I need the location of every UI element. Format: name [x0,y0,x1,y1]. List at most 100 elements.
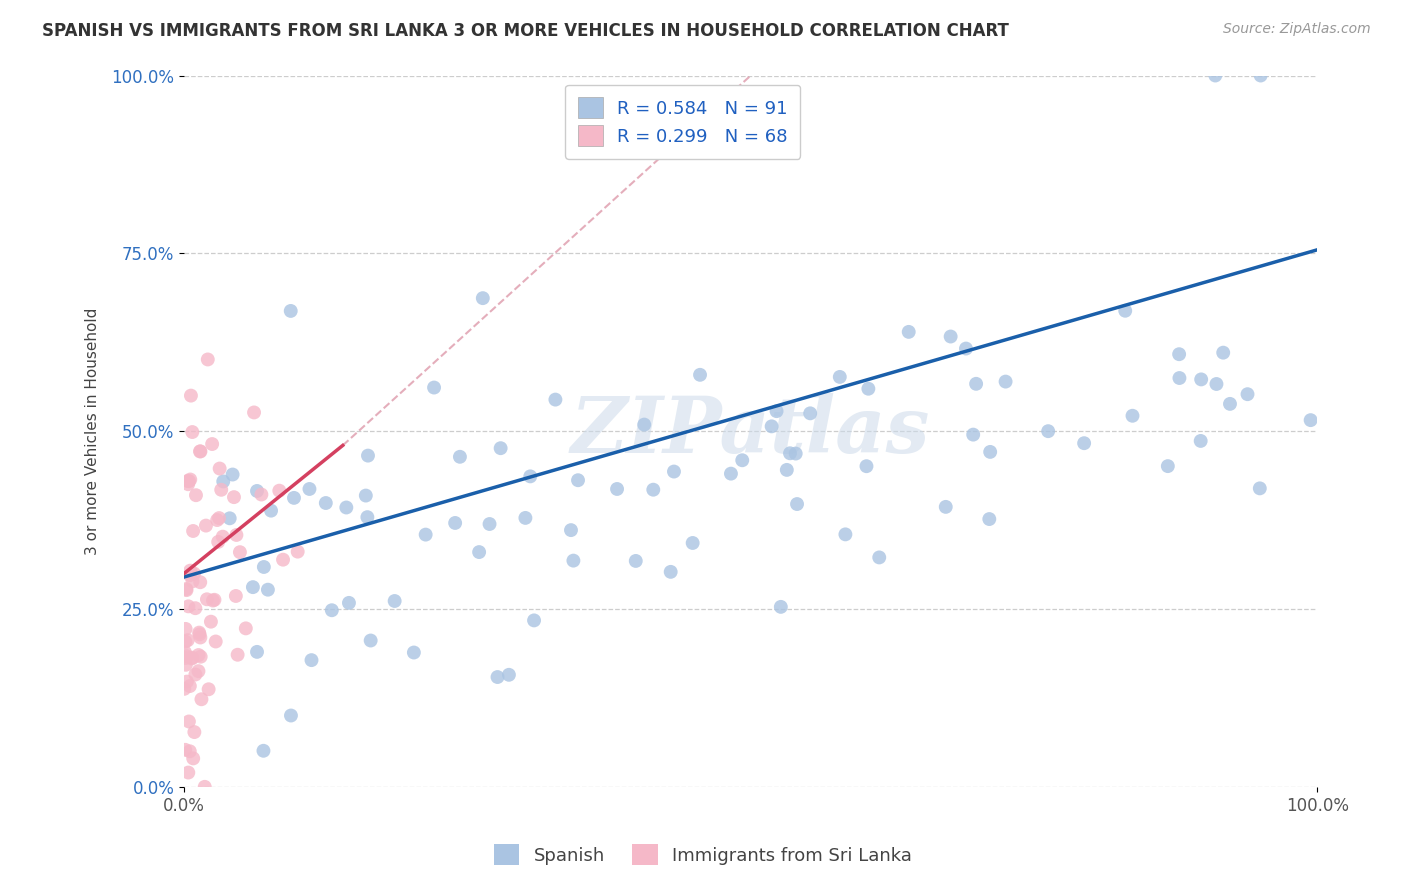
Point [1189,372,1212,386]
Point [1219,397,1241,411]
Point [187,648,209,662]
Point [179,568,201,582]
Point [184,667,207,681]
Point [519,469,541,483]
Point [209,483,232,497]
Point [177,477,200,491]
Point [174,622,197,636]
Point [731,453,754,467]
Point [1204,69,1226,83]
Point [662,465,685,479]
Point [252,744,274,758]
Point [174,651,197,665]
Point [204,592,226,607]
Point [177,633,200,648]
Point [468,545,491,559]
Point [222,490,245,504]
Text: ZIPatlas: ZIPatlas [571,393,931,469]
Point [1189,434,1212,448]
Point [689,368,711,382]
Point [567,473,589,487]
Point [321,603,343,617]
Point [402,646,425,660]
Point [1205,376,1227,391]
Point [271,552,294,566]
Point [444,516,467,530]
Point [765,404,787,418]
Point [221,467,243,482]
Legend: R = 0.584   N = 91, R = 0.299   N = 68: R = 0.584 N = 91, R = 0.299 N = 68 [565,85,800,159]
Point [360,633,382,648]
Point [184,488,207,502]
Point [828,370,851,384]
Point [761,419,783,434]
Point [200,615,222,629]
Point [188,625,211,640]
Point [176,474,198,488]
Point [562,553,585,567]
Point [243,405,266,419]
Text: Source: ZipAtlas.com: Source: ZipAtlas.com [1223,22,1371,37]
Point [179,564,201,578]
Point [301,653,323,667]
Point [208,511,231,525]
Point [478,516,501,531]
Point [225,589,247,603]
Point [177,765,200,780]
Point [179,679,201,693]
Point [834,527,856,541]
Point [868,550,890,565]
Point [205,513,228,527]
Point [858,382,880,396]
Point [190,692,212,706]
Point [204,634,226,648]
Point [177,714,200,729]
Legend: Spanish, Immigrants from Sri Lanka: Spanish, Immigrants from Sri Lanka [485,835,921,874]
Point [659,565,682,579]
Point [1249,481,1271,495]
Point [560,523,582,537]
Point [356,510,378,524]
Point [218,511,240,525]
Point [897,325,920,339]
Point [212,475,235,489]
Point [184,601,207,615]
Point [173,681,195,696]
Point [776,463,799,477]
Point [180,389,202,403]
Point [176,674,198,689]
Point [174,645,197,659]
Point [315,496,337,510]
Point [201,437,224,451]
Point [682,536,704,550]
Point [498,668,520,682]
Point [188,575,211,590]
Point [633,417,655,432]
Point [190,444,212,458]
Point [354,489,377,503]
Point [253,560,276,574]
Point [283,491,305,505]
Point [190,649,212,664]
Point [181,425,204,439]
Point [174,743,197,757]
Text: SPANISH VS IMMIGRANTS FROM SRI LANKA 3 OR MORE VEHICLES IN HOUSEHOLD CORRELATION: SPANISH VS IMMIGRANTS FROM SRI LANKA 3 O… [42,22,1010,40]
Point [544,392,567,407]
Point [197,682,219,697]
Point [235,621,257,635]
Point [187,664,209,678]
Point [246,483,269,498]
Point [250,487,273,501]
Point [515,511,537,525]
Point [965,376,987,391]
Point [1121,409,1143,423]
Point [785,446,807,460]
Point [423,380,446,394]
Point [188,627,211,641]
Point [335,500,357,515]
Point [287,544,309,558]
Point [720,467,742,481]
Point [1114,303,1136,318]
Point [337,596,360,610]
Point [179,473,201,487]
